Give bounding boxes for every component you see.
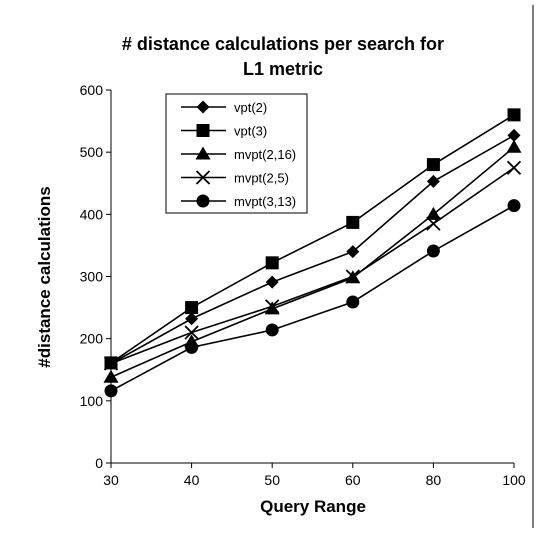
legend-entry: mvpt(3,13)	[181, 194, 296, 209]
legend-entry: mvpt(2,5)	[181, 170, 289, 186]
series-line	[110, 114, 515, 364]
data-point	[103, 369, 119, 383]
x-tick-label: 80	[426, 472, 442, 488]
data-point	[425, 206, 441, 220]
y-tick-label: 300	[80, 269, 104, 285]
marker-stroke	[195, 170, 211, 185]
data-point	[507, 199, 521, 213]
data-point	[265, 256, 279, 270]
data-point	[426, 174, 440, 188]
axes: 0 100 200 300 400 500 600 30 40 50 60 80 100	[80, 82, 526, 488]
series-line	[110, 146, 515, 378]
data-point	[346, 215, 360, 229]
data-point	[506, 139, 522, 153]
x-tick-label: 30	[103, 472, 119, 488]
y-tick-label: 600	[80, 82, 104, 98]
x-tick-label: 40	[184, 472, 200, 488]
x-axis-label: Query Range	[260, 497, 366, 516]
series-line	[110, 167, 515, 365]
marker-stroke	[345, 269, 360, 284]
y-tick-label: 500	[80, 144, 104, 160]
series-line	[110, 134, 515, 365]
data-point	[265, 275, 279, 289]
y-tick-label: 200	[80, 331, 104, 347]
marker-stroke	[184, 325, 199, 340]
legend-marker	[196, 194, 210, 208]
legend: vpt(2) vpt(3) mvpt(2,16) mvpt(2,5) mvpt(3,13…	[165, 93, 308, 214]
data-point	[346, 245, 360, 259]
x-tick-label: 50	[264, 472, 280, 488]
marker-stroke	[103, 356, 119, 371]
y-axis-label: #distance calculations	[35, 186, 54, 367]
series-mvpt-2-5	[103, 160, 522, 371]
x-tick-label: 60	[345, 472, 361, 488]
series-vpt-3	[104, 108, 521, 370]
series-line	[110, 204, 515, 392]
data-point	[507, 108, 521, 122]
data-point	[506, 160, 522, 175]
legend-marker	[195, 170, 211, 185]
series-layer	[103, 108, 522, 398]
legend-entry: vpt(3)	[181, 124, 267, 139]
y-tick-label: 100	[80, 393, 104, 409]
data-point	[184, 325, 199, 340]
data-point	[345, 269, 360, 284]
data-point	[185, 301, 199, 315]
legend-entry: mvpt(2,16)	[181, 146, 296, 162]
legend-label: mvpt(3,13)	[234, 194, 296, 209]
data-point	[426, 244, 440, 258]
marker-stroke	[265, 299, 280, 314]
data-point	[265, 299, 280, 314]
data-point	[185, 312, 199, 326]
chart-title-line1: # distance calculations per search for	[122, 34, 444, 54]
data-point	[426, 158, 440, 172]
y-tick-label: 400	[80, 206, 104, 222]
legend-marker	[195, 146, 211, 160]
data-point	[185, 340, 199, 354]
chart-title-line2: L1 metric	[243, 59, 323, 79]
x-tick-label: 100	[502, 472, 526, 488]
data-point	[265, 323, 279, 337]
legend-label: vpt(2)	[234, 100, 267, 115]
legend-marker	[196, 100, 210, 114]
legend-label: mvpt(2,16)	[234, 147, 296, 162]
y-tick-label: 0	[95, 455, 103, 471]
legend-marker	[196, 124, 210, 137]
legend-entry: vpt(2)	[181, 100, 267, 115]
marker-stroke	[506, 160, 522, 175]
series-mvpt-3-13	[104, 199, 521, 398]
data-point	[426, 216, 441, 231]
data-point	[507, 128, 521, 142]
data-point	[103, 356, 119, 371]
data-point	[346, 295, 360, 309]
legend-label: mvpt(2,5)	[234, 171, 289, 186]
legend-label: vpt(3)	[234, 124, 267, 139]
data-point	[104, 384, 118, 398]
marker-stroke	[426, 216, 441, 231]
